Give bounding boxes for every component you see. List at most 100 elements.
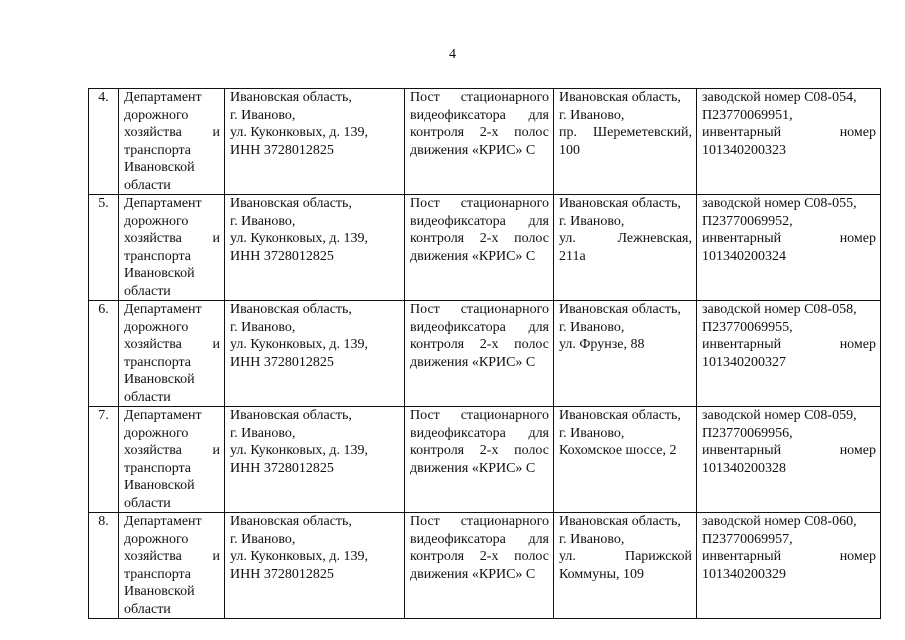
cell-location: Ивановская область, г. Иваново, пр. Шереме… xyxy=(553,88,697,195)
cell-line: П23770069957, xyxy=(702,531,793,547)
cell-line: движения «КРИС» С xyxy=(410,566,536,582)
cell-line: 101340200329 xyxy=(702,566,786,582)
row-number: 4. xyxy=(88,88,119,195)
cell-line: П23770069952, xyxy=(702,213,793,229)
cell-line: Ивановская область, xyxy=(559,302,681,317)
cell-line: области xyxy=(124,283,171,299)
cell-line: Пост стационарного xyxy=(410,408,549,423)
cell-line: дорожного xyxy=(124,107,189,123)
cell-line: заводской номер С08-059, xyxy=(702,408,857,423)
cell-line: ул. Парижской xyxy=(559,549,692,564)
cell-line: заводской номер С08-055, xyxy=(702,196,857,211)
cell-line: Пост стационарного xyxy=(410,90,549,105)
cell-line: 101340200323 xyxy=(702,142,786,158)
cell-line: ул. Куконковых, д. 139, xyxy=(230,125,368,140)
cell-location: Ивановская область, г. Иваново, Кохомское … xyxy=(553,406,697,513)
cell-line: Ивановской xyxy=(124,584,195,599)
cell-line: видеофиксатора для xyxy=(410,425,549,441)
cell-line: г. Иваново, xyxy=(559,425,625,441)
cell-line: области xyxy=(124,495,171,511)
cell-line: ул. Куконковых, д. 139, xyxy=(230,443,368,458)
cell-details: заводской номер С08-060, П23770069957, инв… xyxy=(696,512,881,619)
cell-line: хозяйства и xyxy=(124,231,220,246)
cell-line: дорожного xyxy=(124,531,189,547)
equipment-table: 4. Департамент дорожного хозяйства и транспо… xyxy=(88,88,881,619)
cell-line: г. Иваново, xyxy=(559,213,625,229)
cell-line: Ивановская область, xyxy=(559,514,681,529)
cell-owner-address: Ивановская область, г. Иваново, ул. Куконк… xyxy=(224,512,405,619)
cell-line: 211а xyxy=(559,248,586,264)
cell-line: заводской номер С08-054, xyxy=(702,90,857,105)
cell-line: инвентарный номер xyxy=(702,125,876,140)
cell-line: Ивановская область, xyxy=(230,90,352,105)
cell-line: Департамент xyxy=(124,408,202,423)
table-row: 5. Департамент дорожного хозяйства и транспо… xyxy=(88,194,881,301)
cell-line: Кохомское шоссе, 2 xyxy=(559,443,677,458)
cell-line: контроля 2-х полос xyxy=(410,231,549,246)
table-row: 8. Департамент дорожного хозяйства и транспо… xyxy=(88,512,881,619)
cell-line: 100 xyxy=(559,142,580,158)
cell-line: движения «КРИС» С xyxy=(410,142,536,158)
cell-line: видеофиксатора для xyxy=(410,213,549,229)
cell-line: ул. Лежневская, xyxy=(559,231,692,246)
cell-line: П23770069951, xyxy=(702,107,793,123)
cell-object: Пост стационарного видеофиксатора для конт… xyxy=(404,194,554,301)
cell-line: движения «КРИС» С xyxy=(410,248,536,264)
cell-line: Ивановская область, xyxy=(230,514,352,529)
cell-line: г. Иваново, xyxy=(559,531,625,547)
cell-line: Департамент xyxy=(124,514,202,529)
cell-owner: Департамент дорожного хозяйства и транспорт… xyxy=(118,88,225,195)
cell-line: г. Иваново, xyxy=(230,425,296,441)
cell-line: Пост стационарного xyxy=(410,302,549,317)
cell-line: ИНН 3728012825 xyxy=(230,354,334,370)
cell-line: заводской номер С08-058, xyxy=(702,302,857,317)
cell-line: ИНН 3728012825 xyxy=(230,566,334,582)
cell-line: ул. Куконковых, д. 139, xyxy=(230,231,368,246)
cell-line: П23770069955, xyxy=(702,319,793,335)
cell-line: Пост стационарного xyxy=(410,514,549,529)
cell-line: 101340200328 xyxy=(702,460,786,476)
row-number: 7. xyxy=(88,406,119,513)
cell-owner: Департамент дорожного хозяйства и транспорт… xyxy=(118,194,225,301)
cell-line: пр. Шереметевский, xyxy=(559,125,692,140)
cell-line: ул. Фрунзе, 88 xyxy=(559,337,645,352)
cell-line: Ивановской xyxy=(124,160,195,175)
cell-line: ИНН 3728012825 xyxy=(230,248,334,264)
cell-line: транспорта xyxy=(124,248,192,264)
cell-details: заводской номер С08-055, П23770069952, инв… xyxy=(696,194,881,301)
cell-location: Ивановская область, г. Иваново, ул. Парижс… xyxy=(553,512,697,619)
cell-line: транспорта xyxy=(124,142,192,158)
cell-line: инвентарный номер xyxy=(702,231,876,246)
cell-line: инвентарный номер xyxy=(702,337,876,352)
cell-line: области xyxy=(124,389,171,405)
row-number: 6. xyxy=(88,300,119,407)
cell-owner-address: Ивановская область, г. Иваново, ул. Куконк… xyxy=(224,194,405,301)
cell-location: Ивановская область, г. Иваново, ул. Лежнев… xyxy=(553,194,697,301)
cell-details: заводской номер С08-054, П23770069951, инв… xyxy=(696,88,881,195)
cell-line: дорожного xyxy=(124,319,189,335)
cell-line: 101340200324 xyxy=(702,248,786,264)
cell-line: транспорта xyxy=(124,566,192,582)
cell-line: видеофиксатора для xyxy=(410,319,549,335)
cell-line: ИНН 3728012825 xyxy=(230,460,334,476)
cell-line: г. Иваново, xyxy=(559,107,625,123)
cell-owner-address: Ивановская область, г. Иваново, ул. Куконк… xyxy=(224,406,405,513)
cell-line: ИНН 3728012825 xyxy=(230,142,334,158)
cell-line: г. Иваново, xyxy=(230,213,296,229)
cell-line: Ивановская область, xyxy=(559,408,681,423)
cell-line: Ивановской xyxy=(124,266,195,281)
cell-owner: Департамент дорожного хозяйства и транспорт… xyxy=(118,406,225,513)
cell-line: Департамент xyxy=(124,196,202,211)
cell-line: видеофиксатора для xyxy=(410,107,549,123)
cell-line: хозяйства и xyxy=(124,337,220,352)
cell-line: инвентарный номер xyxy=(702,443,876,458)
cell-line: Ивановской xyxy=(124,478,195,493)
page-number: 4 xyxy=(449,47,456,62)
cell-line: г. Иваново, xyxy=(559,319,625,335)
cell-line: Ивановской xyxy=(124,372,195,387)
cell-line: контроля 2-х полос xyxy=(410,549,549,564)
cell-line: хозяйства и xyxy=(124,443,220,458)
row-number: 8. xyxy=(88,512,119,619)
cell-line: хозяйства и xyxy=(124,125,220,140)
cell-line: движения «КРИС» С xyxy=(410,354,536,370)
